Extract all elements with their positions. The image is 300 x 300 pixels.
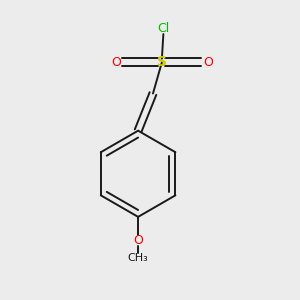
Text: CH₃: CH₃ [128, 254, 148, 263]
Text: O: O [133, 234, 143, 247]
Text: O: O [203, 56, 213, 69]
Text: Cl: Cl [157, 22, 170, 34]
Text: S: S [157, 55, 167, 69]
Text: O: O [111, 56, 121, 69]
